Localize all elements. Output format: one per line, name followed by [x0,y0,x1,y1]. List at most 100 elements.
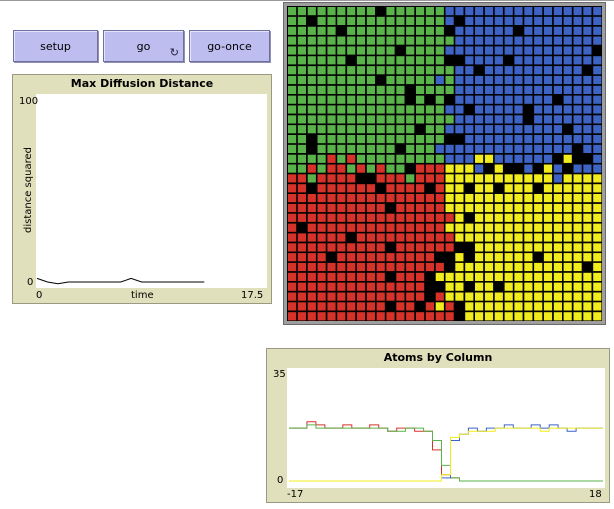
patch [288,292,297,301]
patch [317,302,326,311]
patch [524,26,533,35]
patch [435,272,444,281]
patch [593,262,602,272]
patch [494,194,503,203]
patch [445,262,454,272]
patch [593,194,602,203]
patch [543,194,553,203]
patch [327,243,336,252]
patch [494,312,503,321]
patch [297,164,306,173]
patch [524,66,533,75]
patch [337,282,346,291]
setup-button[interactable]: setup [13,30,98,62]
patch [307,262,316,272]
patch [563,312,572,321]
patch [337,292,346,301]
patch [297,135,306,144]
patch [337,174,346,183]
patch [475,184,484,193]
patch [317,223,326,232]
patch [435,115,444,124]
patch [347,223,356,232]
patch [396,154,405,163]
patch [534,243,543,252]
patch [534,164,543,173]
x-axis-label: time [131,290,154,301]
patch [543,243,553,252]
patch [553,154,562,163]
patch [297,302,306,311]
patch [376,56,385,65]
patch [327,312,336,321]
patch [386,213,395,222]
patch [288,95,297,104]
patch [504,66,513,75]
patch [307,292,316,301]
patch [514,66,523,75]
patch [317,184,326,193]
patch [494,282,503,291]
patch [504,154,513,163]
world-view[interactable] [283,2,606,325]
patch [376,253,385,262]
x-min-label: 0 [36,290,43,301]
patch [288,253,297,262]
patch [573,184,582,193]
patch [317,95,326,104]
patch [583,7,592,16]
go-button[interactable]: go ↻ [103,30,184,62]
patch [406,144,415,153]
patch [445,154,454,163]
patch [396,223,405,232]
patch [337,272,346,281]
patch [455,272,464,281]
patch [593,203,602,213]
patch [386,16,395,25]
patch [337,7,346,16]
patch [435,213,444,222]
patch [337,95,346,104]
patch [396,233,405,242]
patch [593,105,602,114]
patch [455,115,464,124]
patch [494,213,503,222]
patch [288,213,297,222]
patch [425,26,434,35]
patch [386,223,395,232]
patch [494,95,503,104]
patch [416,115,425,124]
patch [396,56,405,65]
max-diffusion-plot[interactable]: Max Diffusion Distance 100 0 0 time 17.5… [12,74,272,304]
patch [475,174,484,183]
patch [475,262,484,272]
patch [563,302,572,311]
patch [376,272,385,281]
patch [297,75,306,85]
patch [288,26,297,35]
patch [593,115,602,124]
patch [337,213,346,222]
patch [327,174,336,183]
patch [504,16,513,25]
patch [376,154,385,163]
patch [435,75,444,85]
go-once-button[interactable]: go-once [189,30,270,62]
patch [573,85,582,94]
patch [288,16,297,25]
patch [288,125,297,134]
patch [524,262,533,272]
patch [583,26,592,35]
patch [524,154,533,163]
atoms-by-column-plot[interactable]: Atoms by Column 35 0 -17 18 [266,348,610,503]
patch [484,26,494,35]
patch [356,302,366,311]
patch [327,66,336,75]
patch [593,312,602,321]
patch [376,243,385,252]
patch [337,135,346,144]
patch [416,144,425,153]
patch [366,66,375,75]
patch [563,7,572,16]
patch [553,253,562,262]
